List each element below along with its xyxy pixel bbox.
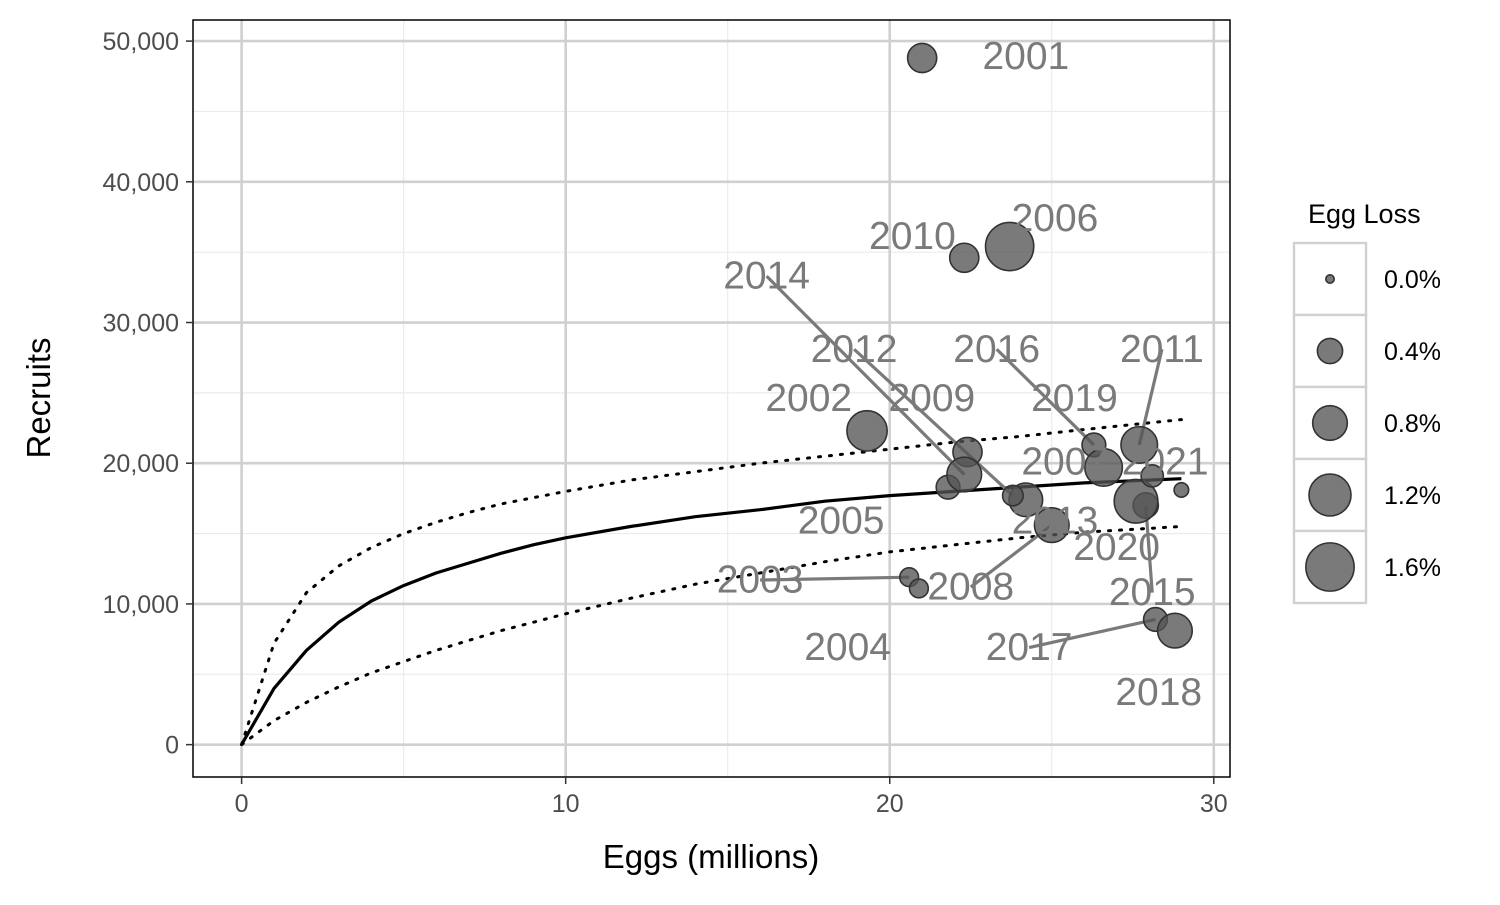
year-label-2006: 2006 xyxy=(1012,197,1099,240)
year-label-2004: 2004 xyxy=(804,626,891,669)
year-label-2007: 2007 xyxy=(1021,440,1108,483)
x-axis: 0 10 20 30 xyxy=(235,777,1228,818)
year-label-2013: 2013 xyxy=(1012,499,1099,542)
year-label-2017: 2017 xyxy=(986,626,1073,669)
data-point-2018 xyxy=(1156,612,1194,649)
leader-line-2017 xyxy=(1028,617,1156,650)
data-point-2020 xyxy=(1140,463,1165,488)
year-label-2001: 2001 xyxy=(982,35,1069,78)
data-point-2012 xyxy=(1001,484,1024,507)
data-point-2021 xyxy=(1173,481,1190,499)
year-label-2003: 2003 xyxy=(717,559,804,602)
year-label-2011: 2011 xyxy=(1120,328,1204,371)
year-label-2005: 2005 xyxy=(798,499,885,542)
leader-line-2016 xyxy=(995,348,1096,447)
year-label-2018: 2018 xyxy=(1115,671,1202,714)
x-tick-label: 0 xyxy=(235,790,249,818)
y-tick-label: 30,000 xyxy=(103,310,179,338)
legend-label: 0.8% xyxy=(1384,410,1441,438)
data-point-2006 xyxy=(984,221,1035,272)
year-label-2010: 2010 xyxy=(869,215,956,258)
x-tick-label: 20 xyxy=(876,790,904,818)
y-axis-title: Recruits xyxy=(20,337,57,458)
y-tick-label: 50,000 xyxy=(103,28,179,56)
legend-label: 0.0% xyxy=(1384,266,1441,294)
legend-key-circle xyxy=(1325,273,1336,284)
leader-line-2003 xyxy=(760,575,910,582)
x-tick-label: 30 xyxy=(1200,790,1228,818)
x-tick-label: 10 xyxy=(552,790,580,818)
year-label-2009: 2009 xyxy=(888,377,975,420)
data-point-2019 xyxy=(1084,447,1124,488)
data-point-2002 xyxy=(846,409,888,452)
year-label-2008: 2008 xyxy=(927,566,1014,609)
legend-key-circle xyxy=(1308,473,1352,517)
legend-keys: 0.0% 0.4% 0.8% 1.2% 1.6% xyxy=(1292,241,1441,605)
y-tick-label: 40,000 xyxy=(103,169,179,197)
year-label-2020: 2020 xyxy=(1073,526,1160,569)
legend-key-circle xyxy=(1311,404,1349,442)
year-label-2021: 2021 xyxy=(1122,440,1209,483)
leader-line-2014 xyxy=(765,274,966,476)
plot-border xyxy=(192,19,1231,778)
year-label-2015: 2015 xyxy=(1109,571,1196,614)
legend-label: 1.2% xyxy=(1384,482,1441,510)
data-point-2010 xyxy=(948,242,980,274)
y-tick-label: 0 xyxy=(165,732,179,760)
upper-bound-line xyxy=(240,418,1183,747)
year-label-2016: 2016 xyxy=(953,328,1040,371)
year-label-2014: 2014 xyxy=(723,255,810,298)
data-point-2004 xyxy=(908,578,930,599)
legend-title: Egg Loss xyxy=(1308,199,1421,229)
data-point-2011 xyxy=(1120,425,1159,465)
legend-key-circle xyxy=(1305,542,1355,592)
leader-line-2012 xyxy=(853,348,1014,497)
lower-bound-line xyxy=(240,525,1183,747)
y-tick-label: 10,000 xyxy=(103,591,179,619)
x-axis-title: Eggs (millions) xyxy=(603,838,819,875)
data-point-2001 xyxy=(906,42,938,74)
data-points xyxy=(846,42,1194,649)
legend-label: 1.6% xyxy=(1384,554,1441,582)
data-point-2015 xyxy=(1113,478,1159,524)
year-label-2019: 2019 xyxy=(1031,377,1118,420)
year-label-2002: 2002 xyxy=(765,377,852,420)
y-axis: 0 10,000 20,000 30,000 40,000 50,000 xyxy=(103,28,193,760)
y-tick-label: 20,000 xyxy=(103,450,179,478)
legend-label: 0.4% xyxy=(1384,338,1441,366)
plot-panel xyxy=(193,20,1230,777)
data-point-2014 xyxy=(946,456,983,493)
legend-key-circle xyxy=(1316,337,1344,365)
legend: Egg Loss 0.0% 0.4% 0.8% 1.2% 1.6% xyxy=(1292,199,1441,605)
data-point-2008 xyxy=(1033,507,1070,544)
year-label-2012: 2012 xyxy=(811,328,898,371)
